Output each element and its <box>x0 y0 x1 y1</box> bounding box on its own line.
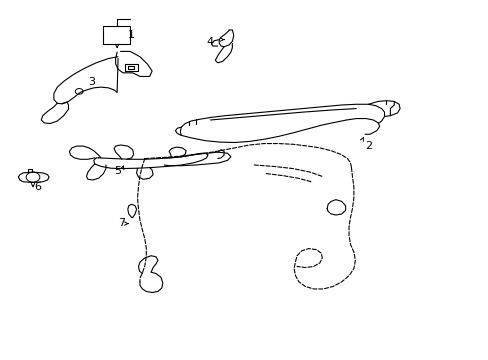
Text: 4: 4 <box>206 37 214 48</box>
Text: 3: 3 <box>88 77 95 87</box>
Text: 7: 7 <box>118 218 125 228</box>
Text: 5: 5 <box>114 166 122 176</box>
Text: 2: 2 <box>364 141 371 151</box>
Text: 6: 6 <box>34 182 41 192</box>
Text: 1: 1 <box>128 30 135 40</box>
